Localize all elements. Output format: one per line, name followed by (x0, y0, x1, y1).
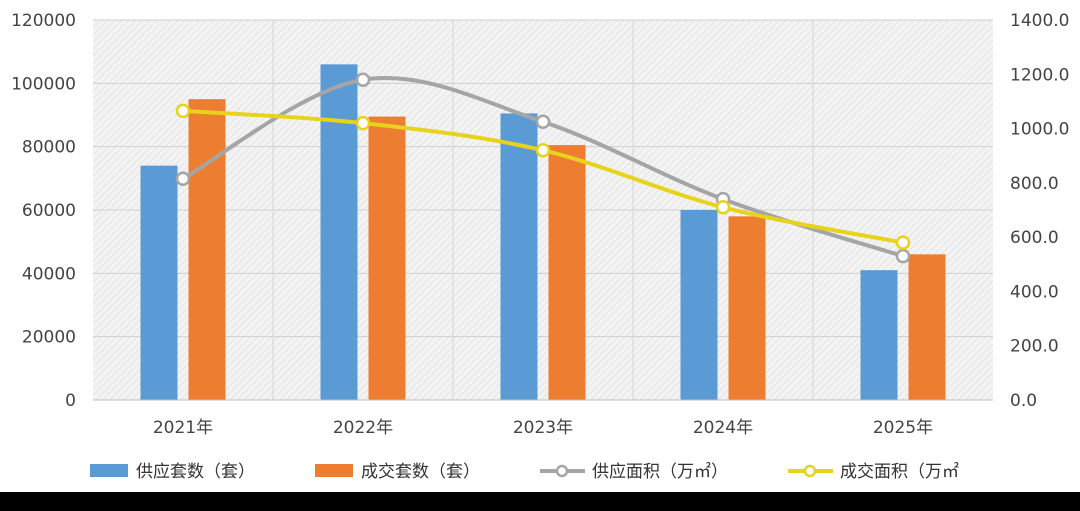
legend-item-supply-area[interactable]: 供应面积（万㎡） (540, 462, 728, 482)
bar-sales-units[interactable] (548, 145, 586, 400)
legend-swatch-supply-units (90, 464, 128, 477)
y-left-tick-label: 60000 (22, 201, 76, 221)
legend: 供应套数（套） 成交套数（套） 供应面积（万㎡） 成交面积（万㎡ (90, 462, 959, 482)
legend-marker-sales-area (803, 464, 817, 478)
legend-marker-supply-area (555, 464, 569, 478)
legend-label-supply-area: 供应面积（万㎡） (592, 462, 728, 482)
bar-sales-units[interactable] (368, 116, 406, 400)
bar-series (140, 64, 946, 401)
point-sales-area[interactable] (175, 103, 191, 119)
y-right-tick-label: 1000.0 (1010, 120, 1069, 140)
legend-item-sales-units[interactable]: 成交套数（套） (315, 462, 480, 482)
x-axis: 2021年 2022年 2023年 2024年 2025年 (93, 399, 993, 438)
point-sales-area[interactable] (355, 115, 371, 131)
point-sales-area[interactable] (535, 143, 551, 158)
legend-item-supply-units[interactable]: 供应套数（套） (90, 462, 255, 482)
point-supply-area[interactable] (175, 171, 191, 187)
y-left-tick-label: 20000 (22, 328, 76, 348)
bar-supply-units[interactable] (500, 113, 538, 401)
point-sales-area[interactable] (895, 235, 911, 250)
point-supply-area[interactable] (535, 114, 551, 130)
point-supply-area[interactable] (895, 248, 911, 264)
x-tick-label: 2024年 (693, 418, 753, 438)
y-right-tick-label: 400.0 (1010, 282, 1059, 302)
x-tick-label: 2025年 (873, 418, 933, 438)
legend-label-supply-units: 供应套数（套） (136, 462, 255, 482)
bar-sales-units[interactable] (188, 99, 226, 401)
y-left-tick-label: 40000 (22, 264, 76, 284)
left-axis: 0 20000 40000 60000 80000 100000 120000 (11, 11, 76, 411)
point-sales-area[interactable] (715, 200, 731, 215)
y-left-tick-label: 0 (65, 391, 76, 411)
bar-supply-units[interactable] (320, 64, 358, 400)
bar-supply-units[interactable] (680, 210, 718, 400)
y-right-tick-label: 600.0 (1010, 228, 1059, 248)
right-axis: 0.0 200.0 400.0 600.0 800.0 1000.0 1200.0 1400.… (1010, 11, 1069, 411)
point-supply-area[interactable] (355, 72, 371, 87)
legend-label-sales-area: 成交面积（万㎡ (840, 462, 959, 482)
legend-swatch-sales-units (315, 464, 353, 477)
y-left-tick-label: 100000 (11, 74, 76, 94)
bar-supply-units[interactable] (860, 270, 898, 400)
x-tick-label: 2023年 (513, 418, 573, 438)
y-right-tick-label: 1400.0 (1010, 11, 1069, 31)
x-tick-label: 2021年 (153, 418, 213, 438)
line-series (175, 72, 911, 264)
gridlines (93, 19, 993, 401)
y-right-tick-label: 800.0 (1010, 174, 1059, 194)
y-right-tick-label: 200.0 (1010, 337, 1059, 357)
bar-sales-units[interactable] (728, 216, 766, 400)
y-left-tick-label: 80000 (22, 138, 76, 158)
y-left-tick-label: 120000 (11, 11, 76, 31)
bottom-black-bar (0, 492, 1080, 511)
x-tick-label: 2022年 (333, 418, 393, 438)
y-right-tick-label: 0.0 (1010, 391, 1037, 411)
legend-item-sales-area[interactable]: 成交面积（万㎡ (788, 462, 959, 482)
y-right-tick-label: 1200.0 (1010, 65, 1069, 85)
bar-supply-units[interactable] (140, 165, 178, 400)
legend-label-sales-units: 成交套数（套） (361, 462, 480, 482)
bar-sales-units[interactable] (908, 254, 946, 400)
